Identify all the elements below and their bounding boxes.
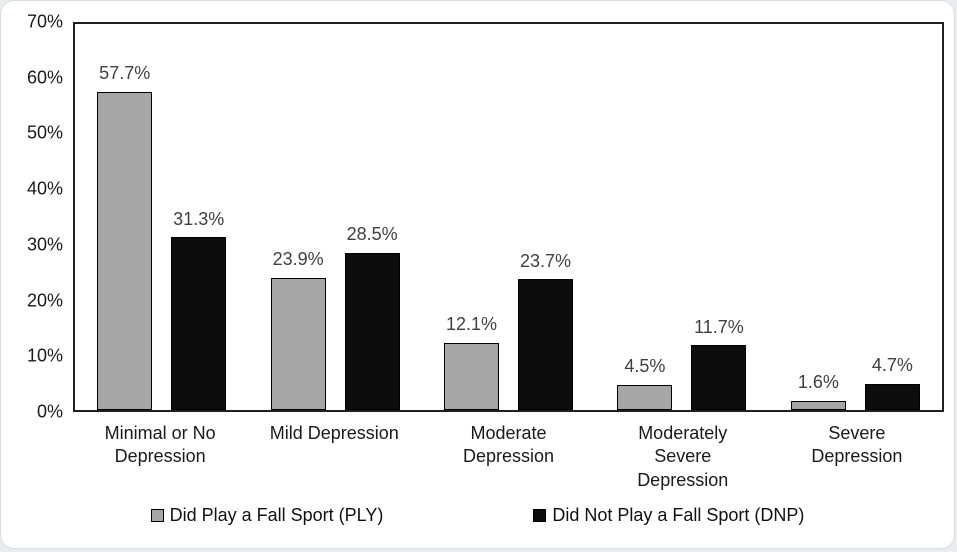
bar-slot: 23.9%: [270, 24, 326, 410]
bar-group: 23.9% 28.5%: [248, 24, 421, 410]
x-tick-label: Minimal or No Depression: [104, 423, 216, 467]
bar-group: 1.6% 4.7%: [769, 24, 942, 410]
x-tick-label: Moderate Depression: [462, 423, 555, 467]
x-tick-label: Severe Depression: [811, 423, 903, 467]
value-label: 4.5%: [624, 356, 666, 377]
bar-group: 12.1% 23.7%: [422, 24, 595, 410]
value-label: 23.7%: [519, 250, 572, 271]
bar-group: 57.7% 31.3%: [75, 24, 248, 410]
bar-dnp: [691, 345, 747, 410]
value-label: 1.6%: [797, 372, 839, 393]
bar-group: 4.5% 11.7%: [595, 24, 768, 410]
bar-slot: 28.5%: [344, 24, 400, 410]
value-label: 11.7%: [694, 316, 744, 337]
y-tick-label: 60%: [26, 67, 63, 88]
legend-label-ply: Did Play a Fall Sport (PLY): [169, 505, 384, 525]
bar-dnp: [518, 279, 574, 410]
y-tick-label: 30%: [26, 234, 63, 255]
bar-slot: 23.7%: [518, 24, 574, 410]
x-tick-label: Mild Depression: [269, 423, 399, 443]
bar-ply: [617, 385, 673, 410]
bar-slot: 4.7%: [864, 24, 920, 410]
bar-dnp: [171, 237, 227, 410]
plot-area: 57.7% 31.3% 23.9% 28.5% 12.1% 23.7% 4.5% 11.7% 1…: [73, 22, 944, 412]
y-axis: 0% 10% 20% 30% 40% 50% 60% 70%: [1, 12, 63, 422]
legend: Did Play a Fall Sport (PLY) Did Not Play…: [1, 505, 954, 526]
bar-ply: [790, 401, 846, 410]
value-label: 12.1%: [445, 314, 498, 335]
legend-marker-ply-icon: [150, 509, 164, 522]
value-label: 4.7%: [871, 355, 913, 376]
bar-dnp: [344, 252, 400, 410]
value-label: 23.9%: [272, 249, 324, 270]
bar-dnp: [864, 384, 920, 410]
value-label: 31.3%: [173, 208, 225, 229]
y-tick-label: 0%: [36, 401, 63, 422]
bar-slot: 4.5%: [617, 24, 673, 410]
bar-ply: [270, 278, 326, 410]
y-tick-label: 10%: [26, 345, 63, 366]
legend-marker-dnp-icon: [533, 509, 547, 522]
value-label: 57.7%: [99, 63, 151, 84]
y-tick-label: 20%: [26, 290, 63, 311]
x-axis: Minimal or No Depression Mild Depression M…: [73, 422, 944, 492]
x-tick-label: Moderately Severe Depression: [637, 423, 729, 490]
bar-slot: 31.3%: [171, 24, 227, 410]
legend-label-dnp: Did Not Play a Fall Sport (DNP): [552, 505, 805, 525]
legend-item-ply: Did Play a Fall Sport (PLY): [150, 505, 384, 526]
value-label: 28.5%: [346, 224, 398, 245]
bar-slot: 57.7%: [97, 24, 153, 410]
y-tick-label: 50%: [26, 122, 63, 143]
bar-slot: 11.7%: [691, 24, 747, 410]
bar-slot: 12.1%: [444, 24, 500, 410]
bar-ply: [97, 91, 153, 410]
y-tick-label: 40%: [26, 178, 63, 199]
bar-ply: [444, 343, 500, 410]
legend-item-dnp: Did Not Play a Fall Sport (DNP): [533, 505, 804, 526]
bar-slot: 1.6%: [790, 24, 846, 410]
y-tick-label: 70%: [26, 11, 63, 32]
